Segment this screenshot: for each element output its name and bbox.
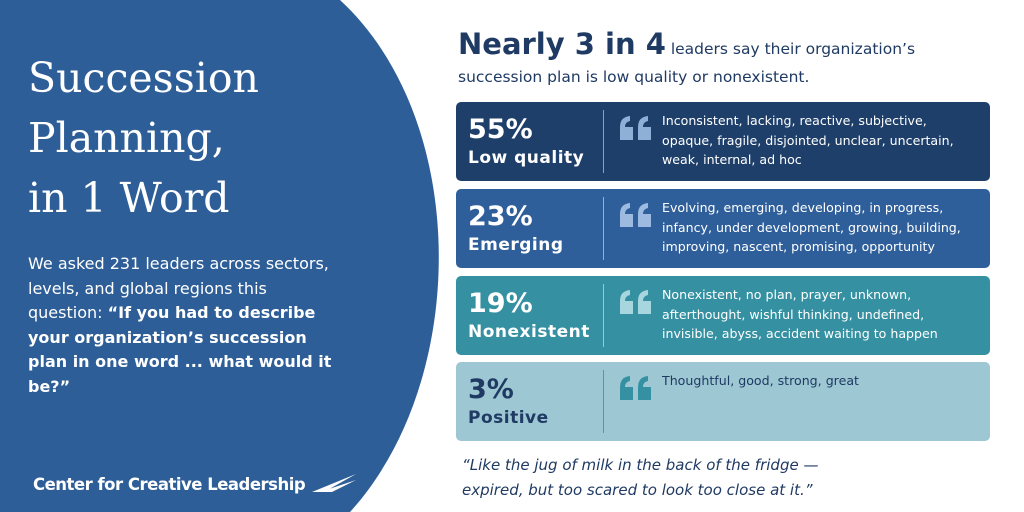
percent: 55% — [468, 114, 533, 145]
divider — [603, 197, 604, 260]
card-label: Nonexistent — [468, 322, 590, 342]
quote-icon — [620, 116, 651, 140]
headline: Nearly 3 in 4 — [458, 27, 666, 61]
intro: We asked 231 leaders across sectors, lev… — [28, 252, 338, 399]
brand-name: Center for Creative Leadership — [33, 475, 306, 494]
divider — [603, 370, 604, 433]
question: “If you had to describe your organizatio… — [28, 303, 332, 396]
card-words: Evolving, emerging, developing, in progr… — [662, 200, 961, 254]
subhead: leaders say their organization’s success… — [458, 40, 916, 86]
title-line: Planning, — [28, 114, 225, 162]
percent: 19% — [468, 288, 533, 319]
brand-logo — [312, 474, 357, 492]
title-line: Succession — [28, 54, 259, 102]
title: Succession Planning, in 1 Word — [28, 48, 259, 228]
quote-icon — [620, 290, 651, 314]
left-panel — [0, 0, 439, 512]
title-line: in 1 Word — [28, 174, 230, 222]
quote-icon — [620, 376, 651, 400]
card: 23% Emerging Evolving, emerging, developin… — [456, 189, 990, 268]
intro-text: We asked 231 leaders across sectors, lev… — [28, 254, 329, 322]
quote-icon — [620, 203, 651, 227]
quote: “Like the jug of milk in the back of the… — [462, 456, 819, 499]
card-label: Positive — [468, 408, 549, 428]
headline-block: Nearly 3 in 4 leaders say their organiza… — [458, 30, 978, 91]
card: 3% Positive Thoughtful, good, strong, grea… — [456, 362, 990, 441]
card-label: Low quality — [468, 148, 585, 168]
card-label: Emerging — [468, 235, 564, 255]
card-words: Nonexistent, no plan, prayer, unknown, a… — [662, 287, 938, 341]
card-words: Thoughtful, good, strong, great — [662, 373, 859, 388]
percent: 3% — [468, 374, 514, 405]
card: 19% Nonexistent Nonexistent, no plan, pray… — [456, 276, 990, 355]
card: 55% Low quality Inconsistent, lacking, rea… — [456, 102, 990, 181]
card-words: Inconsistent, lacking, reactive, subject… — [662, 113, 954, 167]
divider — [603, 284, 604, 347]
percent: 23% — [468, 201, 533, 232]
divider — [603, 110, 604, 173]
brand: Center for Creative Leadership — [33, 472, 358, 494]
